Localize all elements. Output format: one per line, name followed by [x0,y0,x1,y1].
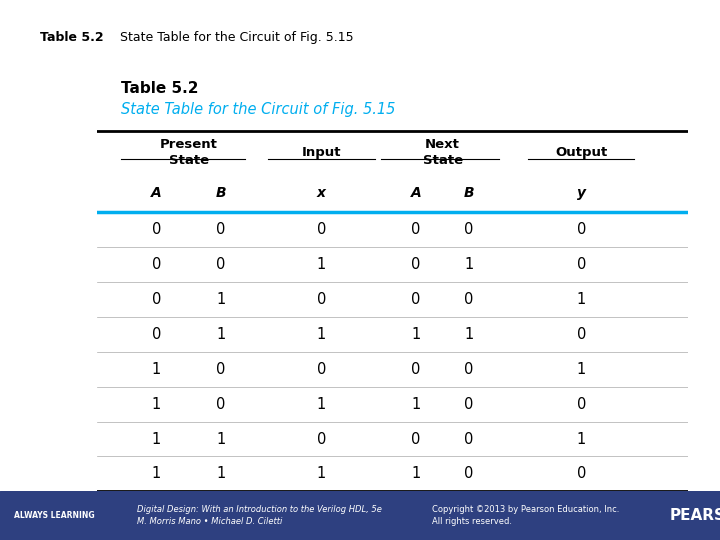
Text: ALWAYS LEARNING: ALWAYS LEARNING [14,511,95,520]
Text: 1: 1 [217,327,226,342]
Text: 0: 0 [464,431,474,447]
Text: 0: 0 [464,362,474,377]
Text: Copyright ©2013 by Pearson Education, Inc.
All rights reserved.: Copyright ©2013 by Pearson Education, In… [432,505,619,526]
Text: 0: 0 [217,362,226,377]
Text: 0: 0 [151,222,161,237]
Text: 0: 0 [411,292,420,307]
Text: 0: 0 [464,222,474,237]
Text: y: y [577,186,586,200]
Text: 0: 0 [317,292,326,307]
Text: 0: 0 [317,431,326,447]
Text: 0: 0 [411,431,420,447]
Text: 0: 0 [151,292,161,307]
Text: 1: 1 [464,257,474,272]
Text: 1: 1 [152,396,161,411]
Text: 0: 0 [217,257,226,272]
Text: 1: 1 [217,292,226,307]
Text: 1: 1 [411,396,420,411]
Text: Present
State: Present State [160,138,217,167]
Text: 1: 1 [317,327,326,342]
Text: 0: 0 [411,362,420,377]
Text: 1: 1 [411,327,420,342]
Text: 0: 0 [411,257,420,272]
Text: Digital Design: With an Introduction to the Verilog HDL, 5e
M. Morris Mano • Mic: Digital Design: With an Introduction to … [137,505,382,526]
Text: 1: 1 [152,362,161,377]
Text: 1: 1 [217,467,226,482]
Text: 0: 0 [464,467,474,482]
Text: 0: 0 [577,222,586,237]
Text: 0: 0 [464,292,474,307]
Text: Input: Input [302,146,341,159]
Text: 0: 0 [577,327,586,342]
Text: A: A [410,186,421,200]
Text: 0: 0 [577,467,586,482]
Text: 1: 1 [317,467,326,482]
Text: State Table for the Circuit of Fig. 5.15: State Table for the Circuit of Fig. 5.15 [121,102,395,117]
Text: B: B [216,186,227,200]
Text: Table 5.2: Table 5.2 [121,81,198,96]
Text: PEARSON: PEARSON [670,508,720,523]
Text: 0: 0 [411,222,420,237]
Text: 1: 1 [217,431,226,447]
Text: 1: 1 [464,327,474,342]
Text: 1: 1 [152,467,161,482]
Text: 0: 0 [577,257,586,272]
Text: 1: 1 [152,431,161,447]
Text: B: B [464,186,474,200]
Text: Output: Output [555,146,608,159]
Text: 0: 0 [151,327,161,342]
Text: 1: 1 [317,257,326,272]
Text: 1: 1 [577,362,586,377]
Text: 1: 1 [317,396,326,411]
Text: 0: 0 [151,257,161,272]
Text: 1: 1 [577,431,586,447]
Text: 0: 0 [217,396,226,411]
Text: State Table for the Circuit of Fig. 5.15: State Table for the Circuit of Fig. 5.15 [112,31,354,44]
Text: 0: 0 [317,222,326,237]
Text: 0: 0 [577,396,586,411]
Text: Copyright ©2013 Pearson. All rights reserved.: Copyright ©2013 Pearson. All rights rese… [312,504,473,511]
Text: Next
State: Next State [423,138,463,167]
Text: 0: 0 [217,222,226,237]
Text: 0: 0 [317,362,326,377]
Text: 0: 0 [464,396,474,411]
Text: x: x [317,186,326,200]
Text: Table 5.2: Table 5.2 [40,31,103,44]
Text: 1: 1 [411,467,420,482]
Text: A: A [151,186,161,200]
Text: 1: 1 [577,292,586,307]
